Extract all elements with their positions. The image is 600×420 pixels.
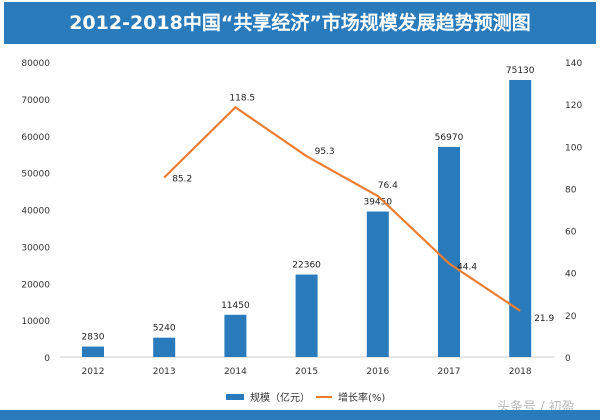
bar-data-label: 56970 — [435, 133, 464, 143]
bar — [438, 146, 460, 357]
footer-bar — [0, 410, 600, 420]
left-tick-label: 40000 — [21, 207, 50, 217]
line-data-label: 95.3 — [315, 147, 335, 157]
right-tick-label: 40 — [565, 270, 577, 280]
right-tick-label: 20 — [565, 312, 577, 322]
legend: 规模（亿元） 增长率(%) — [226, 389, 385, 404]
legend-line-label: 增长率(%) — [338, 393, 386, 404]
bar-data-label: 11450 — [221, 301, 250, 311]
left-tick-label: 30000 — [21, 243, 50, 253]
line-data-label: 21.9 — [534, 314, 554, 324]
right-tick-label: 60 — [565, 228, 577, 238]
legend-line-swatch — [316, 395, 332, 398]
legend-bar-label: 规模（亿元） — [250, 393, 310, 404]
right-tick-label: 80 — [565, 185, 577, 195]
left-tick-label: 20000 — [21, 280, 50, 290]
right-tick-label: 100 — [565, 143, 582, 153]
x-tick-label: 2018 — [509, 367, 532, 377]
bar-data-label: 75130 — [506, 66, 535, 76]
bar — [509, 79, 532, 357]
line-data-label: 118.5 — [229, 93, 255, 103]
bar — [224, 314, 247, 357]
x-tick-label: 2015 — [295, 367, 318, 377]
x-tick-label: 2016 — [366, 367, 389, 377]
chart-title: 2012-2018中国“共享经济”市场规模发展趋势预测图 — [4, 2, 596, 44]
left-tick-label: 80000 — [21, 59, 50, 69]
left-tick-label: 50000 — [21, 170, 50, 180]
bar — [366, 211, 389, 357]
line-data-label: 76.4 — [378, 181, 398, 191]
bar — [295, 274, 318, 357]
bar-data-label: 5240 — [153, 324, 176, 334]
left-tick-label: 10000 — [21, 317, 50, 327]
right-tick-label: 0 — [565, 354, 571, 364]
bar-data-label: 22360 — [292, 261, 321, 271]
bar-data-label: 39450 — [363, 198, 392, 208]
left-tick-label: 70000 — [21, 96, 50, 106]
growth-line — [163, 105, 521, 312]
left-tick-label: 60000 — [21, 133, 50, 143]
line-data-label: 85.2 — [172, 174, 192, 184]
bar — [82, 346, 104, 357]
x-tick-label: 2014 — [224, 367, 247, 377]
left-tick-label: 0 — [44, 354, 50, 364]
x-tick-label: 2012 — [82, 367, 105, 377]
line-data-label: 44.4 — [457, 262, 477, 272]
right-tick-label: 140 — [565, 59, 582, 69]
x-tick-label: 2017 — [438, 367, 461, 377]
bar — [153, 337, 176, 357]
x-tick-label: 2013 — [153, 367, 176, 377]
right-tick-label: 120 — [565, 101, 582, 111]
bar-data-label: 2830 — [82, 333, 105, 343]
legend-bar-swatch — [226, 393, 244, 400]
